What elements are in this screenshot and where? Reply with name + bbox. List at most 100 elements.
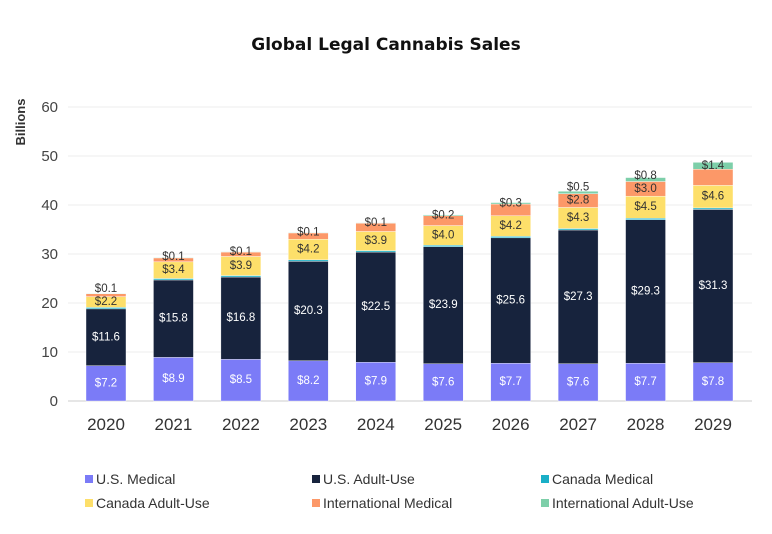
bar-segment-u-s-adult-use [692,209,734,363]
bar-segment-u-s-adult-use [423,246,464,364]
bar-segment-canada-medical [692,207,734,210]
x-tick-label: 2024 [357,415,395,434]
x-tick-label: 2020 [87,415,125,434]
legend-label: International Medical [323,495,452,511]
legend-swatch [85,499,93,507]
y-tick-label: 0 [50,393,58,410]
data-label: $4.6 [702,191,724,203]
bar-segment-canada-medical [220,275,262,278]
data-label: $0.1 [365,217,387,229]
bar-segment-u-s-adult-use [625,219,666,364]
x-tick-label: 2023 [289,415,327,434]
data-label: $0.3 [499,197,521,209]
legend-item: Canada Adult-Use [85,495,210,511]
data-label: $4.3 [567,212,589,224]
x-tick-label: 2021 [155,415,193,434]
legend-item: International Medical [312,495,452,511]
legend-swatch [312,475,320,483]
data-label: $0.1 [297,227,319,239]
bar-segment-international-adult-use [288,232,329,234]
bar-segment-international-adult-use [153,257,194,259]
legend-swatch [541,499,549,507]
bar-segment-u-s-medical [423,363,464,402]
legend-label: International Adult-Use [552,495,694,511]
legend-item: Canada Medical [541,471,653,487]
bar-segment-international-adult-use [557,191,599,194]
legend-item: U.S. Medical [85,471,175,487]
bar-segment-u-s-adult-use [490,237,531,364]
data-label: $20.3 [294,305,323,317]
data-label: $7.6 [567,376,589,388]
bar-segment-international-adult-use [220,251,262,253]
bar-segment-u-s-medical [490,363,531,402]
x-tick-label: 2027 [559,415,597,434]
data-label: $0.1 [162,251,184,263]
data-label: $7.6 [432,376,454,388]
data-label: $3.4 [162,264,185,276]
y-tick-label: 20 [41,295,58,312]
legend-swatch [312,499,320,507]
data-label: $0.2 [432,209,454,221]
data-label: $27.3 [564,291,593,303]
legend-item: U.S. Adult-Use [312,471,415,487]
data-label: $8.9 [162,373,184,385]
data-label: $3.9 [230,260,252,272]
data-label: $23.9 [429,299,458,311]
x-tick-label: 2029 [694,415,732,434]
data-label: $22.5 [361,301,390,313]
data-label: $25.6 [496,295,525,307]
data-label: $2.8 [567,195,589,207]
bar-segment-u-s-medical [692,362,734,402]
data-label: $2.2 [95,296,117,308]
data-label: $3.0 [634,183,656,195]
bar-segment-u-s-medical [557,363,599,402]
bar-segment-canada-medical [355,250,396,253]
data-label: $4.5 [634,201,656,213]
bar-segment-international-adult-use [355,222,396,224]
y-tick-label: 50 [41,148,58,165]
y-tick-label: 30 [41,246,58,263]
data-label: $8.2 [297,375,319,387]
bar-segment-u-s-medical [220,359,262,402]
data-label: $15.8 [159,313,188,325]
data-label: $4.2 [499,220,521,232]
data-label: $1.4 [702,160,725,172]
x-tick-label: 2026 [492,415,530,434]
y-tick-label: 40 [41,197,58,214]
bar-segment-canada-medical [557,228,599,231]
data-label: $0.1 [95,283,117,295]
data-label: $7.7 [499,376,521,388]
x-tick-label: 2025 [424,415,462,434]
data-label: $29.3 [631,285,660,297]
y-tick-label: 10 [41,344,58,361]
data-label: $8.5 [230,374,252,386]
legend-label: U.S. Adult-Use [323,471,415,487]
data-label: $0.5 [567,182,589,194]
bar-segment-international-adult-use [85,293,127,294]
bar-segment-international-adult-use [692,162,734,170]
legend-label: U.S. Medical [96,471,175,487]
bar-segment-international-adult-use [625,177,666,182]
data-label: $3.9 [365,235,387,247]
x-tick-label: 2028 [627,415,665,434]
bar-segment-international-adult-use [423,214,464,216]
bar-segment-u-s-adult-use [557,229,599,364]
data-label: $7.8 [702,376,724,388]
legend-swatch [85,475,93,483]
y-tick-label: 60 [41,99,58,116]
bar-segment-canada-medical [625,218,666,220]
bar-segment-canada-medical [423,244,464,247]
data-label: $7.9 [365,376,387,388]
legend-label: Canada Adult-Use [96,495,210,511]
data-label: $31.3 [699,280,728,292]
legend-label: Canada Medical [552,471,653,487]
data-label: $7.2 [95,377,117,389]
bar-segment-international-adult-use [490,202,531,205]
data-label: $7.7 [634,376,656,388]
bar-segment-canada-medical [490,236,531,239]
y-axis-label: Billions [13,99,28,146]
data-label: $4.2 [297,244,319,256]
data-label: $16.8 [226,312,255,324]
bar-segment-u-s-adult-use [288,261,329,362]
